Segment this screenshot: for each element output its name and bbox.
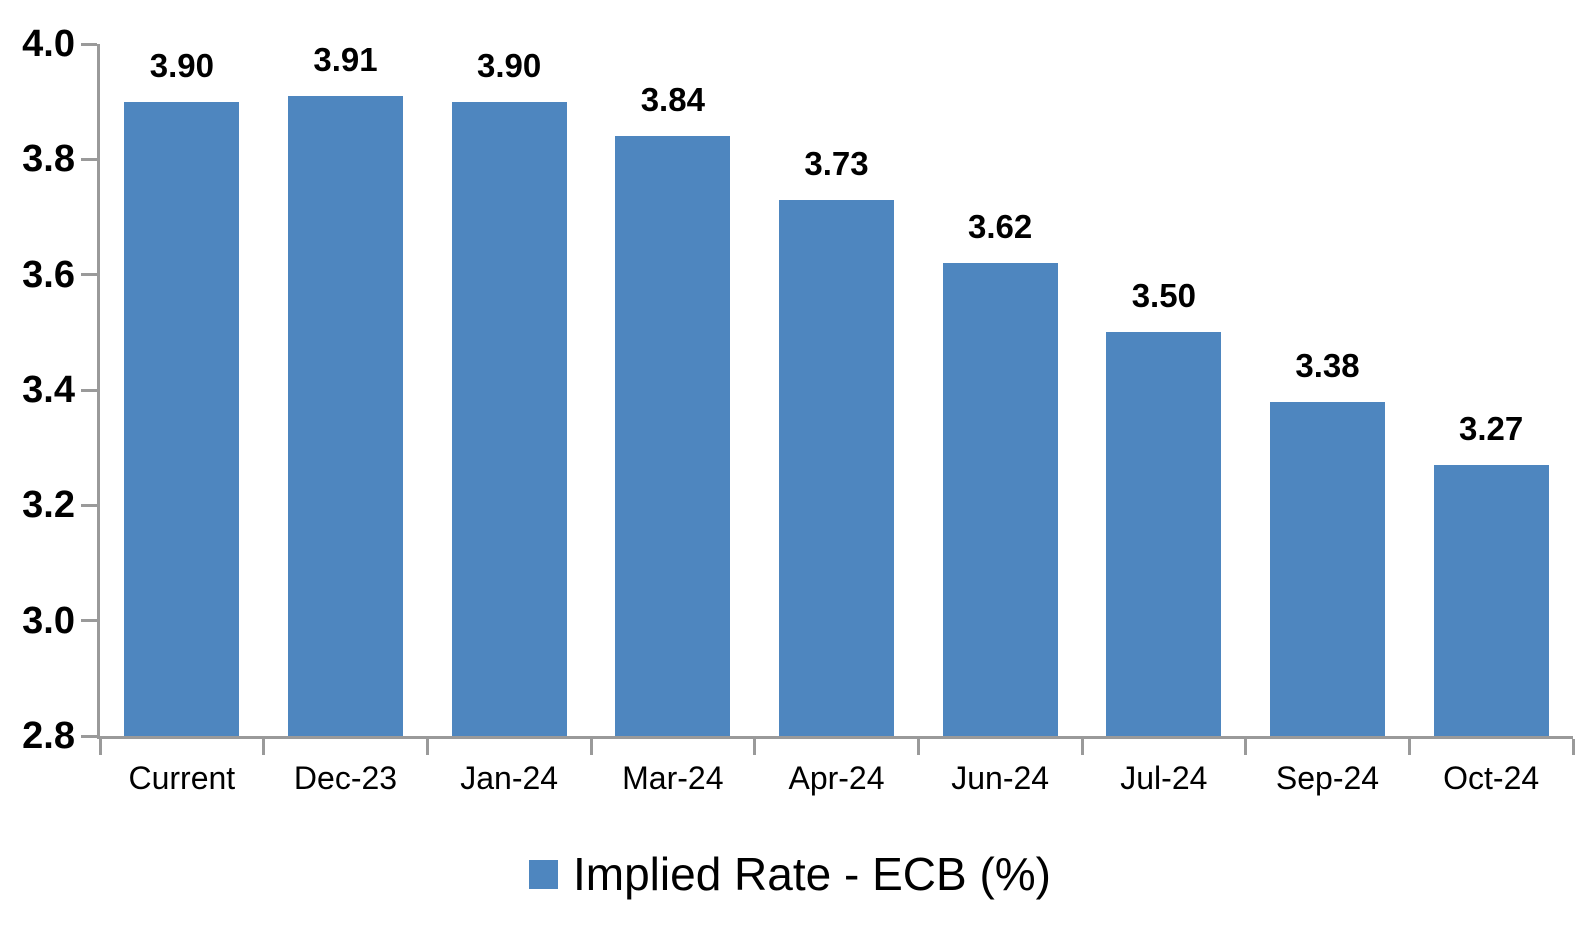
- x-axis-tick: [916, 739, 920, 755]
- x-axis-label: Jul-24: [1120, 760, 1208, 796]
- bar-value-label: 3.73: [804, 144, 869, 182]
- x-axis-tick: [262, 739, 266, 755]
- y-axis-tick: [81, 619, 97, 623]
- bar-value-label: 3.27: [1459, 409, 1524, 447]
- bar-Jun-24: [942, 263, 1058, 736]
- x-axis-label: Jan-24: [460, 760, 559, 796]
- bar-value-label: 3.50: [1131, 277, 1196, 315]
- y-axis-tick: [81, 157, 97, 161]
- y-axis-label: 3.0: [22, 599, 75, 642]
- x-axis-tick: [589, 739, 593, 755]
- plot-area: 2.8 3.0 3.2 3.4 3.6 3.8 4.0 3.90 Current 3.91 Dec-…: [22, 25, 1575, 796]
- y-axis-label: 4.0: [22, 23, 75, 65]
- legend-label: Implied Rate - ECB (%): [572, 848, 1051, 900]
- x-axis-tick: [1571, 739, 1575, 755]
- x-axis-tick: [1080, 739, 1084, 755]
- x-axis-tick: [98, 739, 102, 755]
- bar-Jul-24: [1106, 332, 1222, 736]
- x-axis-tick: [753, 739, 757, 755]
- bar-value-label: 3.90: [477, 46, 542, 84]
- x-axis-label: Dec-23: [293, 760, 398, 796]
- y-axis-tick: [81, 42, 97, 46]
- bar-Dec-23: [288, 95, 403, 736]
- bar-Sep-24: [1270, 401, 1385, 736]
- x-axis-label: Jun-24: [951, 760, 1050, 796]
- bar-Mar-24: [615, 136, 731, 736]
- x-axis-tick: [425, 739, 429, 755]
- bar-value-label: 3.62: [968, 208, 1033, 246]
- bar-Current: [124, 101, 240, 736]
- y-axis-label: 3.8: [22, 138, 75, 181]
- x-axis-label: Apr-24: [788, 760, 885, 796]
- x-axis-label: Mar-24: [622, 760, 724, 796]
- bar-value-label: 3.90: [149, 46, 214, 84]
- y-axis-tick: [81, 273, 97, 277]
- bar-value-label: 3.84: [640, 81, 705, 119]
- x-axis-label: Oct-24: [1443, 760, 1540, 796]
- x-axis-tick: [1244, 739, 1248, 755]
- bar-Jan-24: [451, 101, 567, 736]
- bar-Apr-24: [779, 199, 894, 736]
- y-axis-tick: [81, 388, 97, 392]
- bar-Oct-24: [1433, 464, 1549, 736]
- bar-value-label: 3.38: [1295, 346, 1360, 384]
- y-axis-label: 3.4: [22, 369, 75, 411]
- y-axis-label: 2.8: [22, 715, 75, 757]
- legend-swatch: [528, 859, 558, 889]
- bar-value-label: 3.91: [313, 40, 378, 78]
- y-axis-label: 3.6: [22, 253, 75, 296]
- y-axis-tick: [81, 734, 97, 738]
- y-axis-tick: [81, 503, 97, 507]
- x-axis-tick: [1407, 739, 1411, 755]
- x-axis-label: Sep-24: [1275, 760, 1380, 796]
- x-axis-label: Current: [128, 760, 236, 796]
- y-axis-label: 3.2: [22, 484, 75, 527]
- legend: Implied Rate - ECB (%): [0, 842, 1580, 906]
